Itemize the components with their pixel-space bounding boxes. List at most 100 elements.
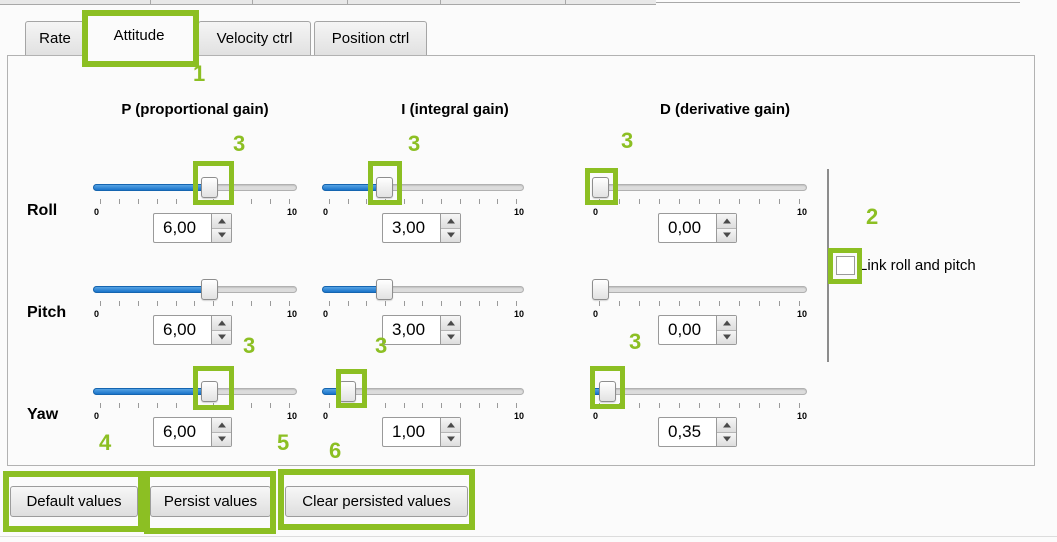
- spinbox-value[interactable]: 3,00: [392, 218, 426, 237]
- slider-fill: [93, 184, 212, 191]
- yaw-d-spinbox[interactable]: 0,35: [658, 417, 737, 447]
- cell-pitch-p: 0 10 6,00: [93, 278, 297, 346]
- slider-max-label: 10: [286, 411, 297, 421]
- slider-min-label: 0: [593, 309, 599, 319]
- cell-roll-d: 0 10 0,00: [592, 176, 807, 244]
- spin-down-arrow-icon[interactable]: [212, 228, 231, 242]
- slider-track[interactable]: [592, 286, 807, 293]
- yaw-i-spinbox[interactable]: 1,00: [382, 417, 461, 447]
- spin-up-arrow-icon[interactable]: [212, 316, 231, 331]
- pitch-p-slider[interactable]: [93, 278, 297, 300]
- spin-down-arrow-icon[interactable]: [441, 228, 460, 242]
- slider-handle[interactable]: [375, 279, 393, 300]
- cell-roll-p: 0 10 6,00: [93, 176, 297, 244]
- tab-attitude[interactable]: Attitude: [84, 14, 194, 57]
- cell-yaw-p: 0 10 6,00: [93, 380, 297, 448]
- spin-up-arrow-icon[interactable]: [717, 418, 736, 433]
- pitch-i-spinbox[interactable]: 3,00: [382, 315, 461, 345]
- spinbox-value[interactable]: 0,00: [668, 320, 702, 339]
- slider-ticks: [100, 401, 290, 408]
- persist-values-button[interactable]: Persist values: [150, 486, 271, 517]
- roll-i-slider[interactable]: [322, 176, 524, 198]
- slider-handle[interactable]: [375, 177, 393, 198]
- slider-ticks: [100, 197, 290, 204]
- slider-handle[interactable]: [201, 381, 219, 402]
- roll-p-spinbox[interactable]: 6,00: [153, 213, 232, 243]
- slider-max-label: 10: [513, 309, 524, 319]
- spin-up-arrow-icon[interactable]: [717, 214, 736, 229]
- slider-max-label: 10: [513, 207, 524, 217]
- spinbox-value[interactable]: 0,35: [668, 422, 702, 441]
- spin-down-arrow-icon[interactable]: [717, 432, 736, 446]
- spin-up-arrow-icon[interactable]: [717, 316, 736, 331]
- slider-min-label: 0: [323, 411, 329, 421]
- slider-handle[interactable]: [592, 279, 609, 300]
- spin-down-arrow-icon[interactable]: [717, 228, 736, 242]
- slider-min-label: 0: [593, 411, 599, 421]
- slider-handle[interactable]: [201, 279, 219, 300]
- spin-down-arrow-icon[interactable]: [717, 330, 736, 344]
- spin-up-arrow-icon[interactable]: [212, 214, 231, 229]
- spin-up-arrow-icon[interactable]: [441, 418, 460, 433]
- cropped-top-border: [656, 2, 1020, 3]
- slider-ticks: [599, 299, 800, 306]
- row-label-pitch: Pitch: [27, 304, 67, 321]
- roll-d-spinbox[interactable]: 0,00: [658, 213, 737, 243]
- yaw-i-slider[interactable]: [322, 380, 524, 402]
- tab-position-ctrl[interactable]: Position ctrl: [314, 21, 427, 55]
- yaw-p-spinbox[interactable]: 6,00: [153, 417, 232, 447]
- cell-pitch-i: 0 10 3,00: [322, 278, 524, 346]
- slider-handle[interactable]: [338, 381, 356, 402]
- slider-min-label: 0: [323, 207, 329, 217]
- tab-velocity-ctrl[interactable]: Velocity ctrl: [198, 21, 311, 55]
- spinbox-value[interactable]: 0,00: [668, 218, 702, 237]
- attitude-tab-pane: [7, 55, 1035, 466]
- spin-down-arrow-icon[interactable]: [441, 330, 460, 344]
- link-roll-pitch-checkbox[interactable]: [836, 256, 855, 275]
- row-label-yaw: Yaw: [27, 406, 59, 423]
- slider-min-label: 0: [94, 309, 100, 319]
- pitch-p-spinbox[interactable]: 6,00: [153, 315, 232, 345]
- slider-min-label: 0: [94, 411, 100, 421]
- yaw-p-slider[interactable]: [93, 380, 297, 402]
- roll-p-slider[interactable]: [93, 176, 297, 198]
- roll-i-spinbox[interactable]: 3,00: [382, 213, 461, 243]
- vertical-separator: [827, 169, 829, 362]
- slider-handle[interactable]: [592, 177, 609, 198]
- tab-rate[interactable]: Rate: [25, 21, 85, 55]
- link-roll-pitch-label[interactable]: Link roll and pitch: [859, 257, 976, 274]
- slider-handle[interactable]: [201, 177, 219, 198]
- spin-down-arrow-icon[interactable]: [441, 432, 460, 446]
- clear-persisted-values-button[interactable]: Clear persisted values: [285, 486, 468, 517]
- slider-ticks: [599, 197, 800, 204]
- spin-up-arrow-icon[interactable]: [441, 214, 460, 229]
- default-values-button[interactable]: Default values: [10, 486, 138, 517]
- spin-up-arrow-icon[interactable]: [212, 418, 231, 433]
- slider-ticks: [329, 299, 517, 306]
- spinbox-value[interactable]: 3,00: [392, 320, 426, 339]
- cell-yaw-d: 0 10 0,35: [592, 380, 807, 448]
- spin-down-arrow-icon[interactable]: [212, 330, 231, 344]
- slider-max-label: 10: [286, 309, 297, 319]
- roll-d-slider[interactable]: [592, 176, 807, 198]
- pitch-d-slider[interactable]: [592, 278, 807, 300]
- spinbox-value[interactable]: 6,00: [163, 422, 197, 441]
- slider-track[interactable]: [592, 184, 807, 191]
- spinbox-value[interactable]: 6,00: [163, 218, 197, 237]
- column-header-p: P (proportional gain): [121, 101, 269, 118]
- yaw-d-slider[interactable]: [592, 380, 807, 402]
- slider-max-label: 10: [286, 207, 297, 217]
- slider-min-label: 0: [94, 207, 100, 217]
- slider-track[interactable]: [592, 388, 807, 395]
- spin-down-arrow-icon[interactable]: [212, 432, 231, 446]
- cell-roll-i: 0 10 3,00: [322, 176, 524, 244]
- slider-handle[interactable]: [598, 381, 616, 402]
- pitch-d-spinbox[interactable]: 0,00: [658, 315, 737, 345]
- row-label-roll: Roll: [27, 202, 58, 219]
- pitch-i-slider[interactable]: [322, 278, 524, 300]
- spinbox-value[interactable]: 1,00: [392, 422, 426, 441]
- spinbox-value[interactable]: 6,00: [163, 320, 197, 339]
- slider-ticks: [329, 197, 517, 204]
- spin-up-arrow-icon[interactable]: [441, 316, 460, 331]
- slider-max-label: 10: [796, 411, 807, 421]
